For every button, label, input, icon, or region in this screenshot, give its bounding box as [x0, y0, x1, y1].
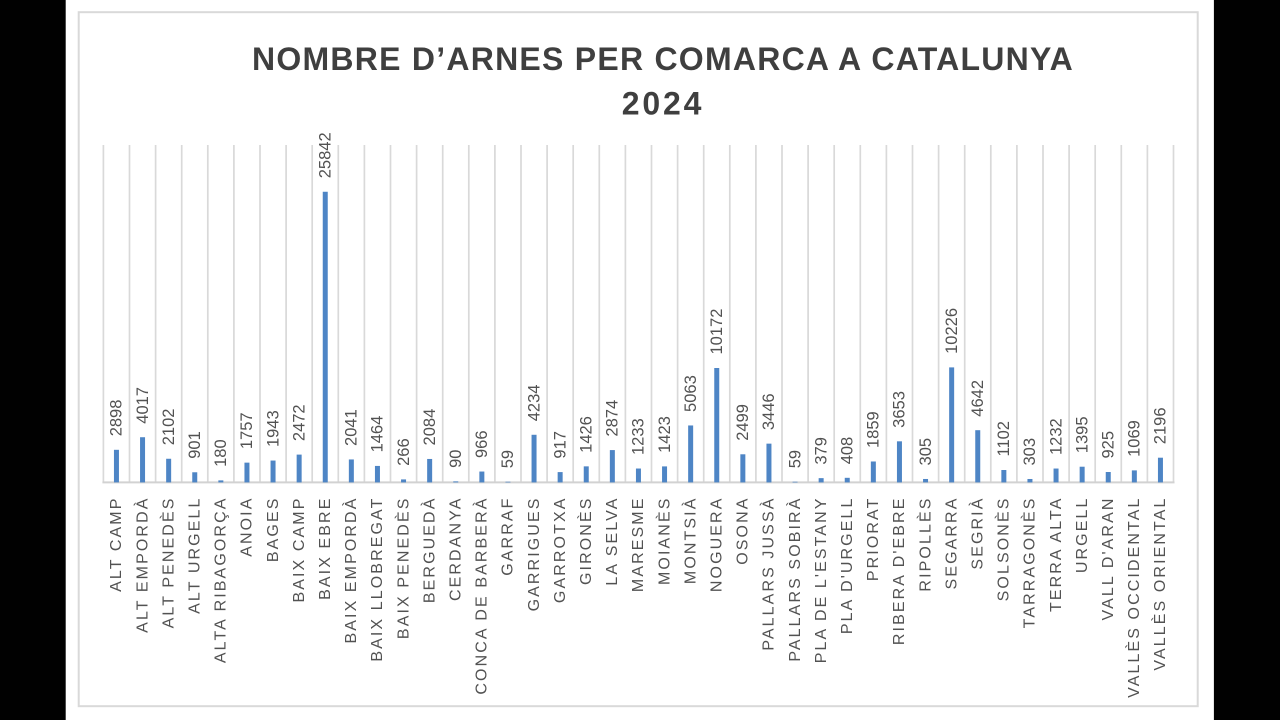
- svg-text:ALT PENEDÈS: ALT PENEDÈS: [158, 497, 177, 629]
- svg-text:MARESME: MARESME: [630, 497, 647, 593]
- svg-text:2024: 2024: [622, 86, 704, 122]
- svg-text:2196: 2196: [1152, 407, 1170, 444]
- svg-text:SEGARRA: SEGARRA: [943, 497, 960, 590]
- svg-text:2472: 2472: [290, 404, 308, 441]
- svg-text:PRIORAT: PRIORAT: [865, 497, 882, 582]
- svg-text:1859: 1859: [865, 411, 883, 448]
- svg-text:1233: 1233: [630, 418, 648, 455]
- svg-text:LA SELVA: LA SELVA: [604, 497, 621, 586]
- svg-text:1757: 1757: [238, 412, 256, 449]
- svg-text:SOLSONÈS: SOLSONÈS: [994, 497, 1013, 602]
- svg-text:3446: 3446: [760, 393, 778, 430]
- svg-text:GARRAF: GARRAF: [500, 497, 517, 576]
- svg-text:PLA D'URGELL: PLA D'URGELL: [839, 497, 856, 635]
- svg-text:PALLARS SOBIRÀ: PALLARS SOBIRÀ: [785, 497, 804, 662]
- svg-text:VALL D'ARAN: VALL D'ARAN: [1100, 497, 1117, 621]
- svg-text:4234: 4234: [525, 385, 543, 422]
- svg-text:CONCA DE BARBERÀ: CONCA DE BARBERÀ: [472, 497, 491, 695]
- svg-text:2499: 2499: [734, 404, 752, 441]
- svg-text:URGELL: URGELL: [1074, 497, 1091, 574]
- svg-text:1102: 1102: [995, 421, 1013, 456]
- svg-text:ANOIA: ANOIA: [239, 497, 256, 557]
- svg-text:BERGUEDÀ: BERGUEDÀ: [419, 497, 438, 604]
- svg-text:MOIANÈS: MOIANÈS: [654, 497, 673, 586]
- svg-text:5063: 5063: [682, 375, 700, 412]
- svg-text:303: 303: [1021, 438, 1039, 466]
- svg-text:PALLARS JUSSÀ: PALLARS JUSSÀ: [759, 497, 778, 651]
- svg-text:1943: 1943: [264, 410, 282, 447]
- svg-text:NOMBRE D’ARNES PER COMARCA A C: NOMBRE D’ARNES PER COMARCA A CATALUNYA: [252, 41, 1074, 77]
- svg-text:ALTA RIBAGORÇA: ALTA RIBAGORÇA: [213, 497, 230, 664]
- svg-text:266: 266: [395, 438, 413, 466]
- svg-text:4017: 4017: [134, 387, 152, 424]
- svg-text:MONTSIÀ: MONTSIÀ: [680, 497, 699, 585]
- svg-text:10226: 10226: [943, 308, 961, 354]
- svg-text:25842: 25842: [316, 132, 334, 178]
- svg-text:BAIX PENEDÈS: BAIX PENEDÈS: [393, 497, 412, 640]
- svg-text:BAIX LLOBREGAT: BAIX LLOBREGAT: [369, 497, 386, 662]
- svg-text:ALT CAMP: ALT CAMP: [108, 497, 125, 592]
- svg-text:4642: 4642: [969, 380, 987, 417]
- svg-text:901: 901: [186, 431, 204, 459]
- svg-text:3653: 3653: [891, 391, 909, 428]
- svg-text:59: 59: [786, 450, 804, 468]
- svg-text:OSONA: OSONA: [735, 497, 752, 565]
- svg-text:1426: 1426: [577, 416, 595, 453]
- svg-text:BAGES: BAGES: [265, 497, 282, 563]
- svg-text:925: 925: [1099, 431, 1117, 459]
- svg-text:10172: 10172: [708, 309, 726, 355]
- svg-text:2084: 2084: [421, 409, 439, 446]
- svg-text:966: 966: [473, 431, 491, 459]
- svg-text:2898: 2898: [108, 400, 126, 437]
- svg-text:2041: 2041: [343, 409, 361, 446]
- svg-text:BAIX CAMP: BAIX CAMP: [291, 497, 308, 603]
- svg-text:2874: 2874: [604, 400, 622, 437]
- svg-text:CERDANYA: CERDANYA: [447, 497, 464, 602]
- svg-text:RIPOLLÈS: RIPOLLÈS: [915, 497, 934, 592]
- svg-text:ALT EMPORDÀ: ALT EMPORDÀ: [132, 497, 151, 633]
- svg-text:1232: 1232: [1047, 418, 1065, 455]
- svg-text:1423: 1423: [656, 416, 674, 453]
- svg-text:90: 90: [447, 450, 465, 468]
- svg-text:1395: 1395: [1073, 416, 1091, 453]
- svg-text:VALLÈS OCCIDENTAL: VALLÈS OCCIDENTAL: [1124, 497, 1143, 698]
- svg-text:RIBERA D'EBRE: RIBERA D'EBRE: [891, 497, 908, 646]
- svg-text:PLA DE L'ESTANY: PLA DE L'ESTANY: [813, 497, 830, 664]
- svg-text:305: 305: [917, 438, 935, 466]
- svg-text:180: 180: [212, 439, 230, 467]
- svg-text:379: 379: [812, 437, 830, 465]
- svg-text:GARRIGUES: GARRIGUES: [526, 497, 543, 612]
- svg-text:TERRA ALTA: TERRA ALTA: [1048, 497, 1065, 613]
- svg-text:NOGUERA: NOGUERA: [708, 497, 725, 593]
- svg-text:59: 59: [499, 450, 517, 468]
- svg-text:GARROTXA: GARROTXA: [552, 497, 569, 604]
- svg-text:SEGRIÀ: SEGRIÀ: [967, 497, 986, 570]
- svg-text:TARRAGONÈS: TARRAGONÈS: [1020, 497, 1039, 629]
- svg-text:BAIX EBRE: BAIX EBRE: [317, 497, 334, 600]
- svg-text:ALT URGELL: ALT URGELL: [186, 497, 203, 614]
- svg-text:VALLÈS ORIENTAL: VALLÈS ORIENTAL: [1150, 497, 1169, 671]
- svg-text:917: 917: [551, 431, 569, 459]
- svg-text:1464: 1464: [369, 416, 387, 453]
- svg-text:408: 408: [838, 437, 856, 465]
- svg-text:GIRONÈS: GIRONÈS: [576, 497, 595, 586]
- svg-text:BAIX EMPORDÀ: BAIX EMPORDÀ: [341, 497, 360, 644]
- svg-text:1069: 1069: [1126, 420, 1144, 457]
- svg-text:2102: 2102: [160, 409, 178, 446]
